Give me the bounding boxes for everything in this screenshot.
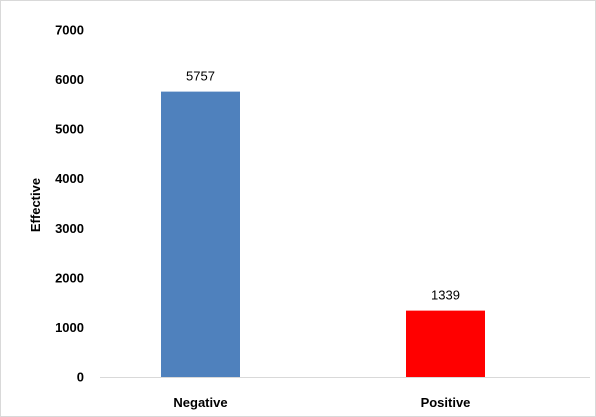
y-tick-label: 1000 <box>55 320 84 335</box>
y-tick-label: 7000 <box>55 23 84 38</box>
y-axis-ticks: 0 1000 2000 3000 4000 5000 6000 7000 <box>55 23 84 385</box>
y-axis-title: Effective <box>28 178 43 232</box>
y-tick-label: 0 <box>77 370 84 385</box>
bar-positive <box>406 310 485 377</box>
category-label-negative: Negative <box>173 395 227 410</box>
y-tick-label: 5000 <box>55 122 84 137</box>
y-tick-label: 2000 <box>55 270 84 285</box>
bars <box>161 91 485 378</box>
category-labels: Negative Positive <box>173 395 470 410</box>
category-label-positive: Positive <box>421 395 471 410</box>
y-tick-label: 4000 <box>55 171 84 186</box>
data-labels: 5757 1339 <box>186 69 460 303</box>
y-tick-label: 6000 <box>55 72 84 87</box>
data-label-positive: 1339 <box>431 288 460 303</box>
bar-negative <box>161 91 240 378</box>
y-tick-label: 3000 <box>55 221 84 236</box>
data-label-negative: 5757 <box>186 69 215 84</box>
